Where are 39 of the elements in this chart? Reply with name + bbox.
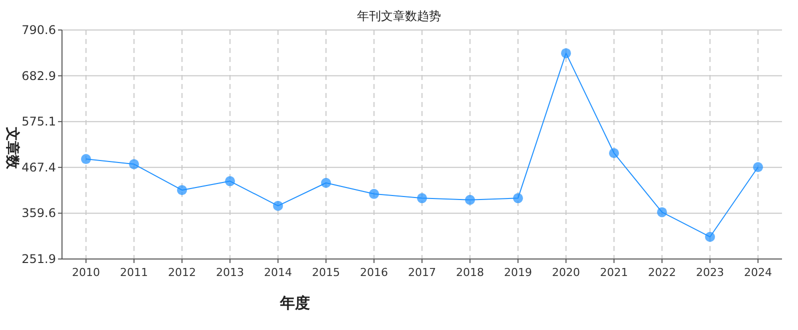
point: [177, 185, 187, 196]
point: [753, 162, 763, 172]
point: [513, 193, 523, 204]
x-axis-title: 年度: [279, 294, 310, 312]
x-tick-label: 2023: [696, 266, 724, 279]
y-tick-label: 682.9: [22, 68, 56, 83]
point: [129, 159, 139, 170]
y-axis-title: 文章数: [4, 126, 21, 170]
point: [465, 194, 475, 205]
point: [81, 154, 91, 164]
x-tick-label: 2024: [744, 266, 772, 279]
point: [417, 193, 427, 204]
x-tick-label: 2011: [120, 266, 148, 279]
y-tick-label: 467.4: [22, 160, 56, 174]
x-tick-label: 2013: [216, 266, 244, 279]
y-tick-label: 251.9: [22, 252, 56, 266]
point: [705, 232, 715, 242]
y-tick-label: 790.6: [22, 23, 56, 37]
y-tick-label: 575.1: [22, 114, 56, 129]
point: [225, 176, 235, 186]
y-tick-label: 359.6: [22, 206, 56, 220]
x-tick-label: 2012: [168, 266, 196, 279]
chart-title: 年刊文章数趋势: [357, 9, 441, 23]
x-tick-label: 2018: [456, 266, 484, 279]
x-tick-label: 2015: [312, 266, 340, 279]
point: [609, 148, 619, 158]
point: [321, 178, 331, 188]
x-tick-label: 2017: [408, 266, 436, 279]
point: [273, 200, 283, 211]
x-tick-label: 2020: [552, 266, 580, 279]
x-tick-label: 2010: [72, 266, 100, 279]
x-tick-label: 2022: [648, 266, 676, 279]
point: [561, 48, 571, 58]
point: [369, 188, 379, 199]
x-tick-label: 2014: [264, 266, 292, 279]
point: [657, 207, 667, 218]
x-tick-label: 2016: [360, 266, 388, 279]
x-tick-label: 2021: [600, 266, 628, 279]
x-tick-label: 2019: [504, 266, 532, 279]
